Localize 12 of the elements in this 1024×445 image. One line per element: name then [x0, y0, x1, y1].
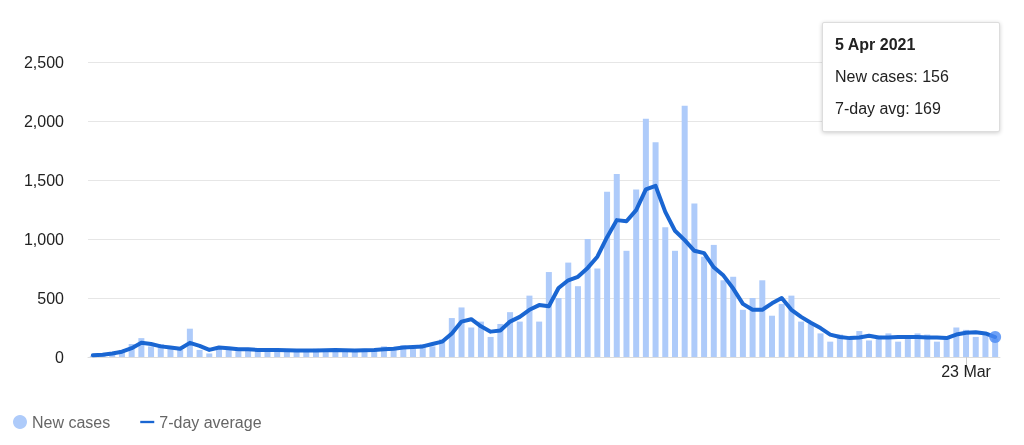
- y-tick-label: 1,500: [23, 171, 65, 189]
- y-tick-label: 2,000: [23, 112, 65, 130]
- legend-label: 7-day average: [159, 413, 262, 431]
- annotation: New cases: 156: [835, 67, 950, 87]
- y-tick-label: 2,500: [23, 53, 65, 71]
- y-tick-label: 1,000: [23, 230, 65, 248]
- legend-label: New cases: [32, 413, 111, 431]
- y-tick-label: 500: [37, 289, 65, 307]
- annotation: 7-day avg: 169: [835, 99, 942, 119]
- x-tick-label: 23 Mar: [941, 362, 992, 380]
- tooltip-card: 5 Apr 2021 New cases: 156 7-day avg: 169: [822, 22, 1000, 132]
- y-tick-label: 0: [55, 348, 65, 366]
